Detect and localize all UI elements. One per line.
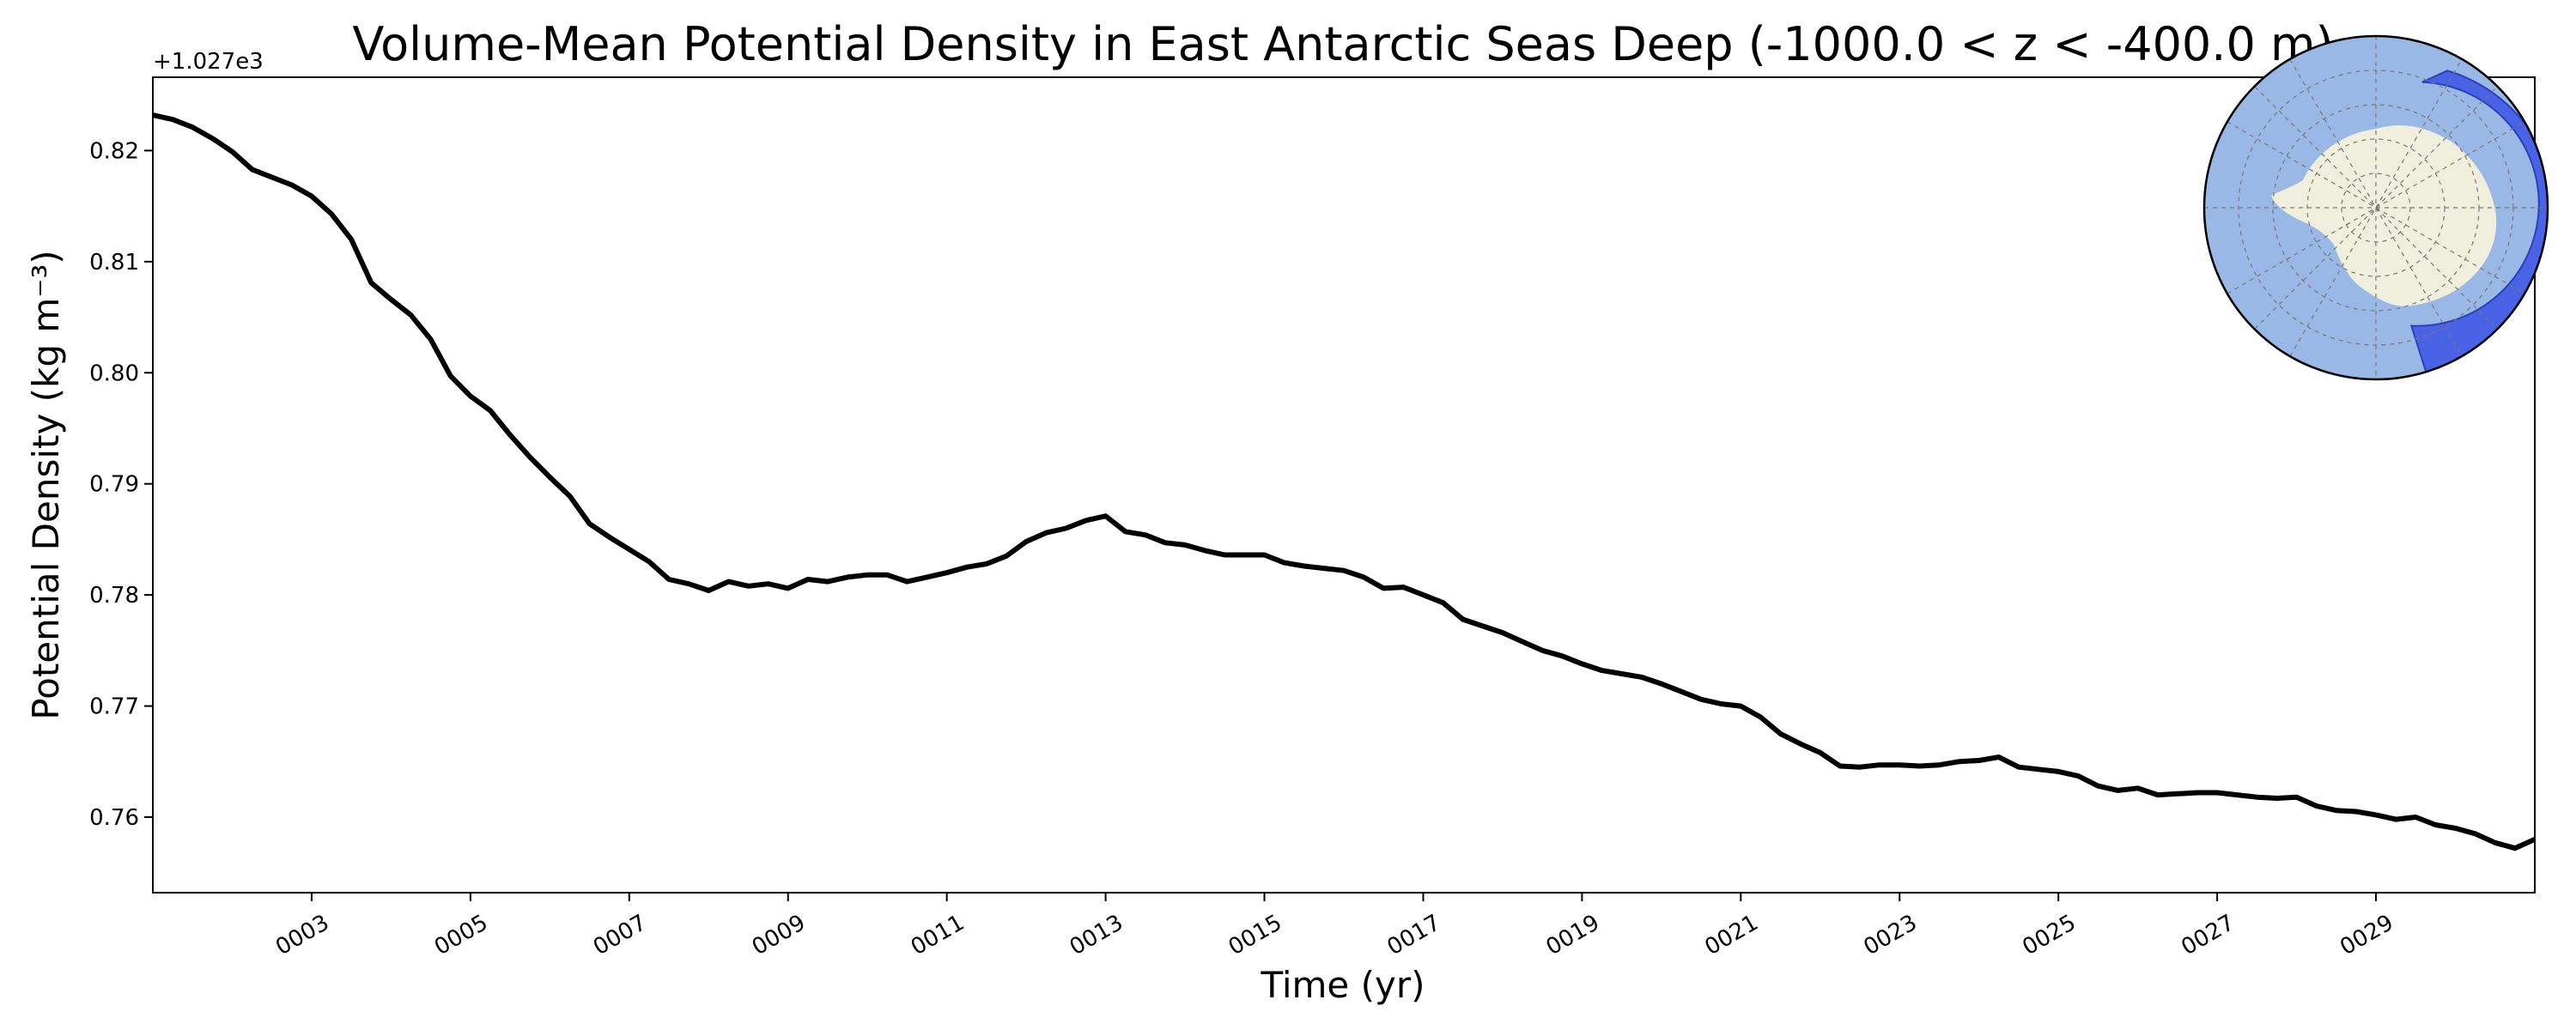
y-tick-label: 0.77 bbox=[89, 694, 139, 720]
y-axis: 0.76 0.77 0.78 0.79 0.80 0.81 0.82 bbox=[89, 138, 153, 831]
y-tick-label: 0.82 bbox=[89, 138, 139, 164]
y-tick-label: 0.80 bbox=[89, 360, 139, 386]
y-axis-label: Potential Density (kg m⁻³) bbox=[25, 250, 67, 719]
series-line bbox=[153, 112, 2535, 851]
y-tick-label: 0.79 bbox=[89, 472, 139, 498]
y-tick-label: 0.78 bbox=[89, 583, 139, 609]
inset-map-antarctica bbox=[2202, 34, 2549, 381]
x-axis-label: Time (yr) bbox=[1260, 964, 1425, 1006]
y-tick-label: 0.76 bbox=[89, 805, 139, 831]
y-offset-label: +1.027e3 bbox=[153, 49, 264, 75]
series-layer bbox=[153, 112, 2535, 851]
y-tick-label: 0.81 bbox=[89, 250, 139, 276]
chart-title: Volume-Mean Potential Density in East An… bbox=[352, 17, 2333, 71]
inset-globe-outline bbox=[2202, 34, 2549, 381]
plot-frame bbox=[152, 76, 2536, 894]
inset-graticule bbox=[2204, 36, 2548, 379]
series-line-path bbox=[153, 112, 2535, 851]
